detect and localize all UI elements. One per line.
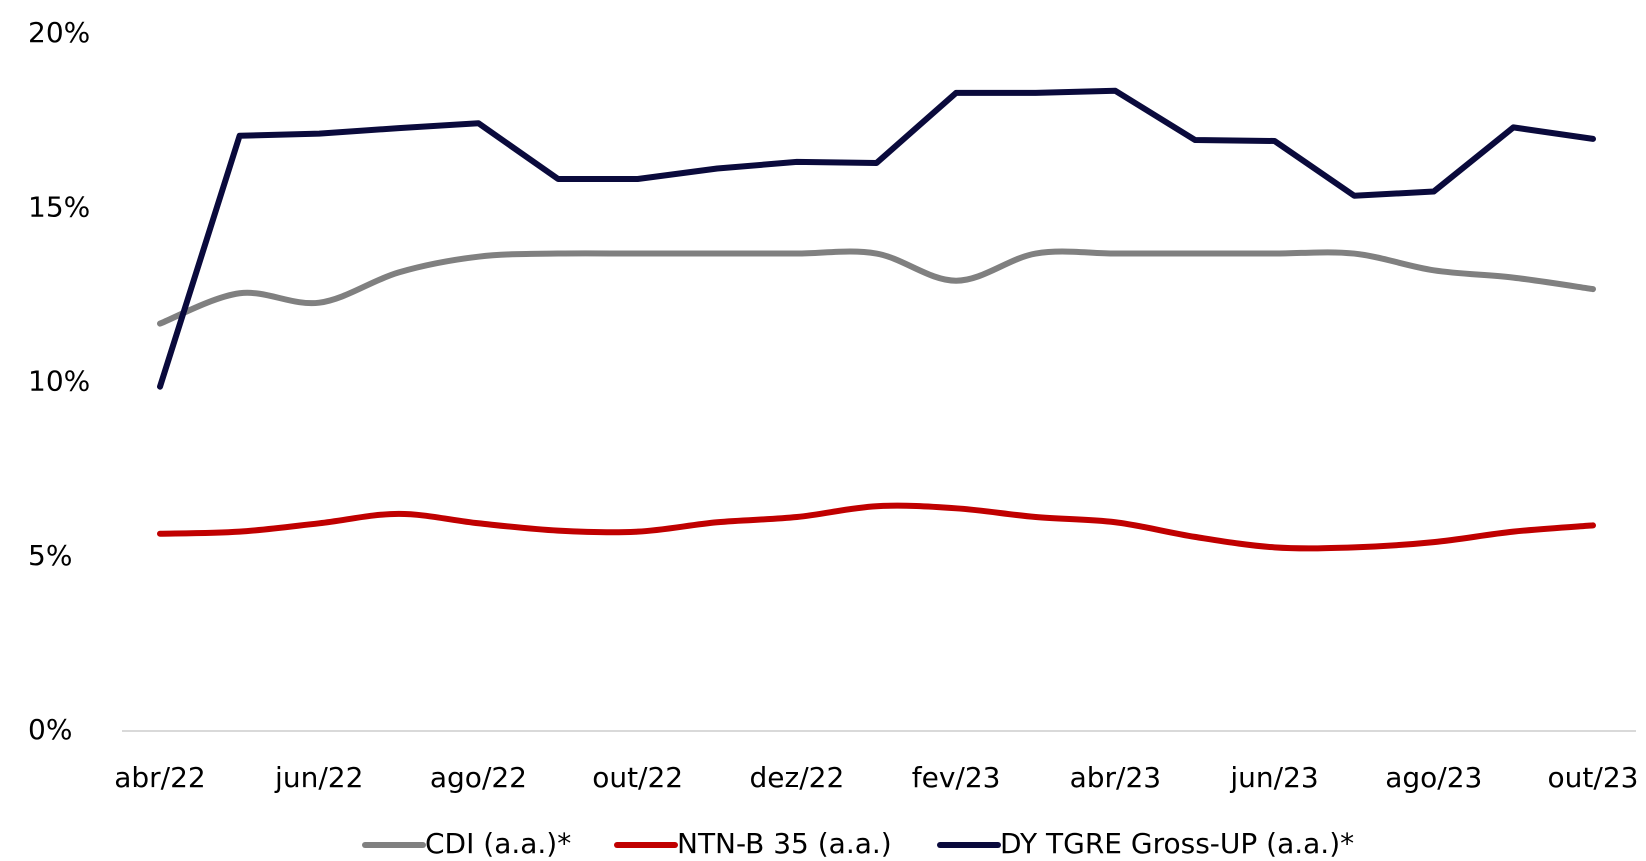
legend-label: DY TGRE Gross-UP (a.a.)* bbox=[1000, 827, 1354, 860]
series-line bbox=[157, 87, 1596, 390]
legend-label: NTN-B 35 (a.a.) bbox=[677, 827, 892, 860]
x-tick-label: jun/23 bbox=[1229, 761, 1318, 794]
legend-label: CDI (a.a.)* bbox=[425, 827, 571, 860]
x-tick-label: abr/23 bbox=[1070, 761, 1162, 794]
x-tick-label: ago/22 bbox=[430, 761, 527, 794]
x-tick-label: out/22 bbox=[592, 761, 683, 794]
y-tick-label: 15% bbox=[28, 190, 90, 223]
x-tick-label: abr/22 bbox=[114, 761, 206, 794]
x-tick-label: out/23 bbox=[1548, 761, 1639, 794]
series-line bbox=[157, 248, 1596, 327]
x-tick-label: fev/23 bbox=[912, 761, 1001, 794]
y-tick-label: 20% bbox=[28, 16, 90, 49]
y-tick-label: 0% bbox=[28, 713, 72, 746]
y-tick-label: 5% bbox=[28, 539, 72, 572]
y-tick-label: 10% bbox=[28, 365, 90, 398]
x-tick-label: ago/23 bbox=[1385, 761, 1482, 794]
series-line bbox=[157, 502, 1596, 552]
x-tick-label: dez/22 bbox=[750, 761, 845, 794]
x-tick-label: jun/22 bbox=[274, 761, 363, 794]
